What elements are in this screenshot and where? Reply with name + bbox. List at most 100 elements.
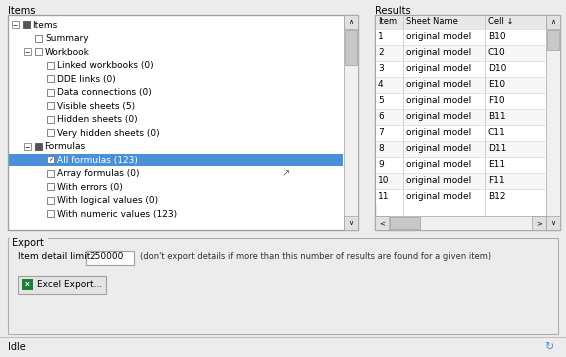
Bar (9, 154, 343, 166)
Text: ∨: ∨ (551, 220, 556, 226)
Bar (546, 15, 560, 230)
Bar (376, 189, 545, 205)
Text: Summary: Summary (45, 34, 89, 43)
Text: With logical values (0): With logical values (0) (57, 196, 158, 205)
Bar (344, 15, 358, 29)
Bar (35, 143, 41, 150)
Bar (546, 15, 560, 29)
Bar (11, 21, 19, 28)
Bar (24, 48, 31, 55)
Text: original model: original model (406, 96, 471, 105)
Bar (47, 89, 54, 96)
Text: B12: B12 (488, 192, 505, 201)
Bar (376, 77, 545, 93)
Text: 7: 7 (378, 128, 384, 137)
Text: Cell ↓: Cell ↓ (488, 17, 513, 26)
Bar (22, 279, 33, 290)
Text: −: − (24, 50, 29, 55)
Text: 9: 9 (378, 160, 384, 169)
Text: D10: D10 (488, 64, 507, 73)
Text: X: X (25, 282, 30, 287)
Bar (375, 15, 560, 230)
Bar (47, 75, 54, 82)
Bar (345, 30, 357, 65)
Text: ✓: ✓ (48, 157, 53, 162)
Text: <: < (379, 220, 385, 226)
Bar (376, 125, 545, 141)
Text: original model: original model (406, 64, 471, 73)
Bar (8, 238, 558, 334)
Bar (86, 251, 134, 265)
Text: Export: Export (12, 238, 44, 248)
Bar (376, 109, 545, 125)
Text: >: > (536, 220, 542, 226)
Text: With numeric values (123): With numeric values (123) (57, 210, 177, 219)
Text: E10: E10 (488, 80, 505, 89)
Text: Very hidden sheets (0): Very hidden sheets (0) (57, 129, 160, 138)
Text: ∨: ∨ (349, 220, 354, 226)
Bar (24, 143, 31, 150)
Bar (47, 116, 54, 123)
Text: Item: Item (378, 17, 397, 26)
Bar (546, 216, 560, 230)
Text: 6: 6 (378, 112, 384, 121)
Text: C10: C10 (488, 48, 506, 57)
Text: F10: F10 (488, 96, 505, 105)
Text: B10: B10 (488, 32, 505, 41)
Text: ↻: ↻ (544, 342, 554, 352)
Text: original model: original model (406, 128, 471, 137)
Text: Visible sheets (5): Visible sheets (5) (57, 102, 135, 111)
Bar (376, 93, 545, 109)
Bar (25, 24, 27, 26)
Text: −: − (12, 22, 18, 27)
Text: Formulas: Formulas (45, 142, 85, 151)
Bar (376, 173, 545, 189)
Text: ∧: ∧ (349, 19, 354, 25)
Text: −: − (24, 144, 29, 149)
Text: C11: C11 (488, 128, 506, 137)
Text: Results: Results (375, 6, 410, 16)
Bar (47, 62, 54, 69)
Bar (375, 15, 546, 29)
Text: original model: original model (406, 144, 471, 153)
Bar (47, 197, 54, 204)
Text: E11: E11 (488, 160, 505, 169)
Text: Excel Export...: Excel Export... (37, 280, 102, 289)
Bar (37, 145, 39, 147)
Bar (47, 156, 54, 163)
Bar (390, 217, 420, 229)
Text: 11: 11 (378, 192, 389, 201)
Text: (don't export details if more than this number of results are found for a given : (don't export details if more than this … (140, 252, 491, 261)
Bar (375, 216, 546, 230)
Text: original model: original model (406, 176, 471, 185)
Text: All formulas (123): All formulas (123) (57, 156, 138, 165)
Text: 3: 3 (378, 64, 384, 73)
Bar (532, 216, 546, 230)
Text: Items: Items (8, 6, 35, 16)
Text: F11: F11 (488, 176, 505, 185)
Bar (47, 210, 54, 217)
Bar (35, 35, 42, 42)
Text: Hidden sheets (0): Hidden sheets (0) (57, 115, 138, 124)
Text: original model: original model (406, 48, 471, 57)
Text: 250000: 250000 (89, 252, 123, 261)
Bar (375, 216, 389, 230)
Bar (35, 48, 41, 55)
Text: ↗: ↗ (282, 168, 290, 178)
Bar (376, 29, 545, 45)
Text: original model: original model (406, 160, 471, 169)
Text: D11: D11 (488, 144, 507, 153)
Bar (0, 337, 566, 357)
Text: Data connections (0): Data connections (0) (57, 88, 152, 97)
Bar (376, 157, 545, 173)
Text: Sheet Name: Sheet Name (406, 17, 458, 26)
Text: Array formulas (0): Array formulas (0) (57, 169, 139, 178)
Bar (47, 129, 54, 136)
Text: 2: 2 (378, 48, 384, 57)
Text: B11: B11 (488, 112, 505, 121)
Text: Workbook: Workbook (45, 48, 89, 57)
Bar (47, 183, 54, 190)
Text: 4: 4 (378, 80, 384, 89)
Bar (8, 15, 358, 230)
Text: Linked workbooks (0): Linked workbooks (0) (57, 61, 153, 70)
